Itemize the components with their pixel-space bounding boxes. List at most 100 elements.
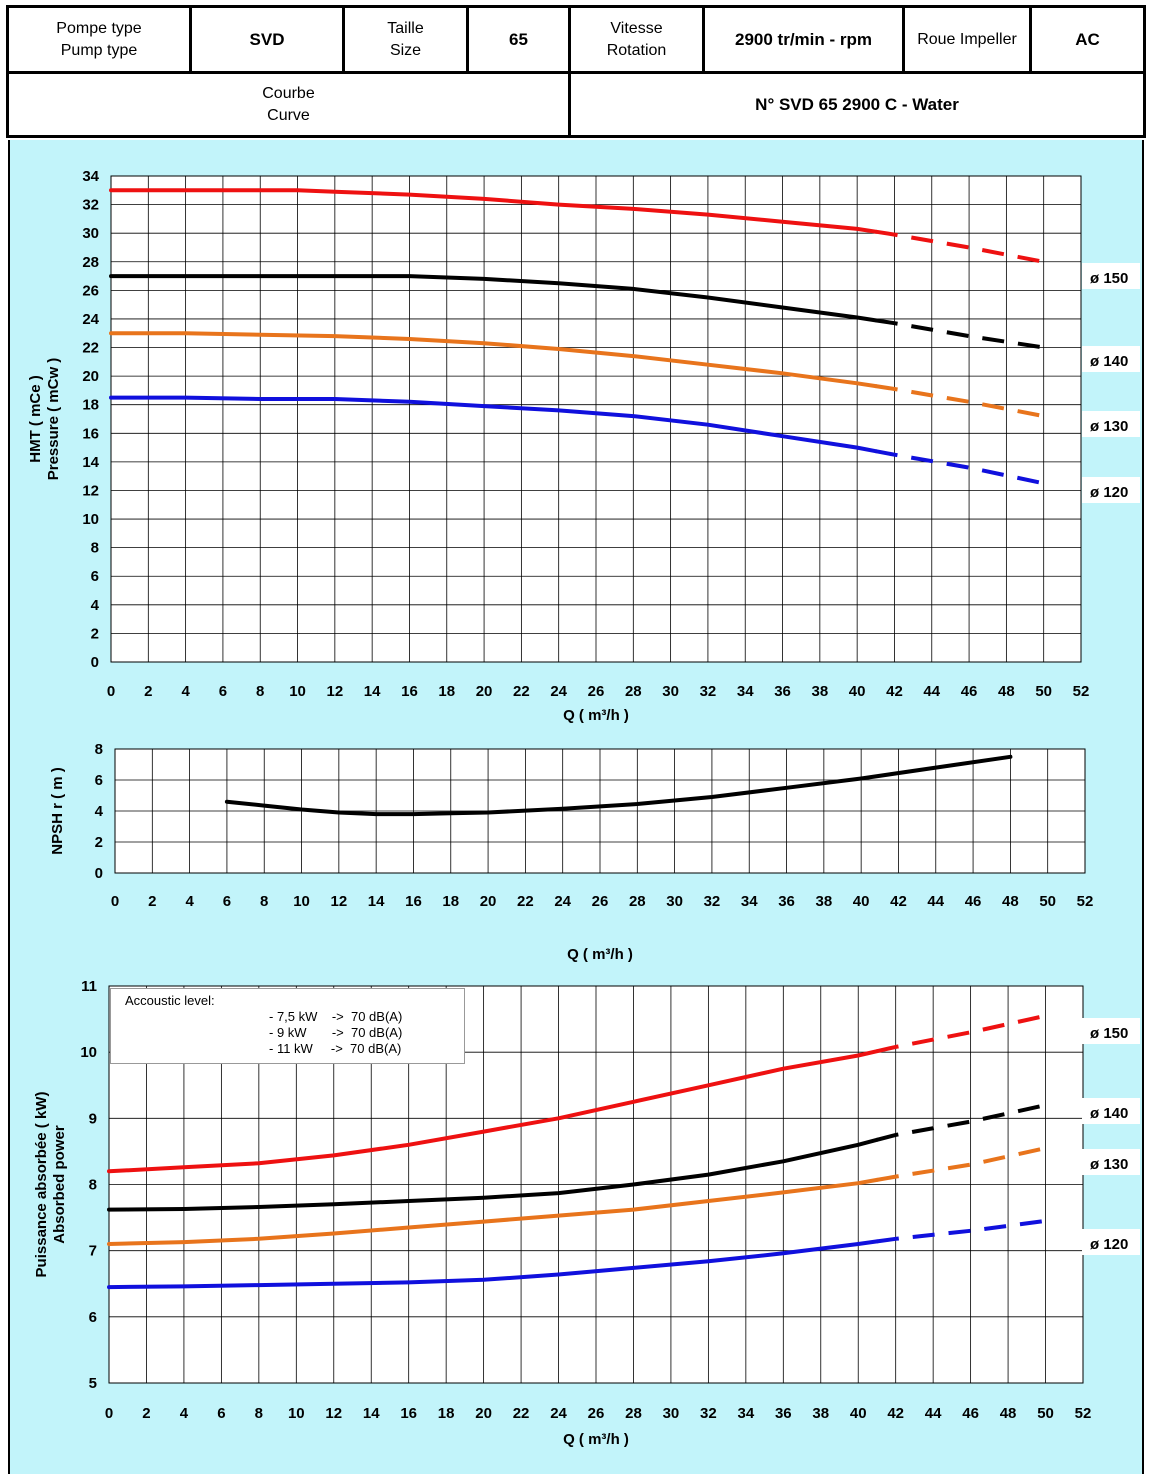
x-tick-label: 22 <box>517 893 534 910</box>
x-tick-label: 52 <box>1077 893 1094 910</box>
x-tick-label: 38 <box>812 1405 829 1422</box>
x-tick-label: 30 <box>662 683 679 700</box>
series-label: ø 140 <box>1090 353 1128 370</box>
y-tick-label: 14 <box>82 454 99 471</box>
acoustic-note-line: - 11 kW -> 70 dB(A) <box>269 1041 402 1056</box>
x-tick-label: 16 <box>405 893 422 910</box>
pump-type-value: SVD <box>192 8 345 71</box>
x-tick-label: 16 <box>400 1405 417 1422</box>
acoustic-note-line: - 7,5 kW -> 70 dB(A) <box>269 1009 403 1024</box>
acoustic-note-line: - 9 kW -> 70 dB(A) <box>269 1025 403 1040</box>
x-tick-label: 48 <box>998 683 1015 700</box>
series-label-bg <box>1082 346 1140 372</box>
y-tick-label: 18 <box>82 397 99 414</box>
pump-type-label: Pompe type Pump type <box>9 8 192 71</box>
x-tick-label: 12 <box>331 893 348 910</box>
x-tick-label: 14 <box>368 893 385 910</box>
x-tick-label: 18 <box>438 1405 455 1422</box>
y-axis-label: Pressure ( mCw ) <box>45 358 62 481</box>
x-tick-label: 30 <box>666 893 683 910</box>
x-tick-label: 44 <box>925 1405 942 1422</box>
x-tick-label: 10 <box>293 893 310 910</box>
x-tick-label: 0 <box>111 893 119 910</box>
x-tick-label: 26 <box>588 683 605 700</box>
x-tick-label: 18 <box>438 683 455 700</box>
x-tick-label: 32 <box>700 1405 717 1422</box>
y-tick-label: 6 <box>91 568 99 585</box>
x-tick-label: 40 <box>850 1405 867 1422</box>
x-tick-label: 26 <box>588 1405 605 1422</box>
x-tick-label: 36 <box>775 1405 792 1422</box>
x-tick-label: 36 <box>778 893 795 910</box>
x-axis-label: Q ( m³/h ) <box>567 946 633 963</box>
size-value: 65 <box>469 8 571 71</box>
size-label: Taille Size <box>345 8 469 71</box>
x-tick-label: 0 <box>105 1405 113 1422</box>
series-line-120 <box>107 1239 879 1290</box>
y-tick-label: 4 <box>95 803 104 820</box>
acoustic-level-note: Accoustic level: - 7,5 kW -> 70 dB(A) - … <box>110 988 465 1064</box>
x-tick-label: 2 <box>144 683 152 700</box>
y-tick-label: 16 <box>82 425 99 442</box>
series-label-bg <box>1082 1098 1140 1124</box>
y-tick-label: 28 <box>82 254 99 271</box>
x-tick-label: 42 <box>887 1405 904 1422</box>
x-tick-label: 38 <box>812 683 829 700</box>
series-label-bg <box>1082 1018 1140 1044</box>
series-line-120 <box>109 395 878 454</box>
y-tick-label: 32 <box>82 197 99 214</box>
y-tick-label: 6 <box>89 1309 97 1326</box>
y-tick-label: 11 <box>81 978 97 995</box>
x-tick-label: 20 <box>476 683 493 700</box>
y-tick-label: 4 <box>91 597 100 614</box>
y-tick-label: 8 <box>91 540 99 557</box>
x-tick-label: 4 <box>185 893 194 910</box>
chart-1: 0 2 4 6 8 10 12 14 16 18 20 22 24 26 28 30 32 34 36 38 40 42 4… <box>27 168 1140 724</box>
x-tick-label: 16 <box>401 683 418 700</box>
x-tick-label: 34 <box>741 893 758 910</box>
x-tick-label: 2 <box>148 893 156 910</box>
x-tick-label: 20 <box>475 1405 492 1422</box>
rotation-value: 2900 tr/min - rpm <box>705 8 905 71</box>
x-tick-label: 48 <box>1000 1405 1017 1422</box>
impeller-value: AC <box>1075 29 1100 49</box>
series-line-extrapolated <box>876 1013 1046 1054</box>
x-tick-label: 12 <box>325 1405 342 1422</box>
x-tick-label: 48 <box>1002 893 1019 910</box>
x-tick-label: 32 <box>700 683 717 700</box>
x-tick-label: 12 <box>327 683 344 700</box>
x-tick-label: 32 <box>704 893 721 910</box>
x-tick-label: 22 <box>513 1405 530 1422</box>
header-row-2: Courbe Curve N° SVD 65 2900 C - Water <box>9 74 1143 135</box>
y-tick-label: 2 <box>91 625 99 642</box>
curve-value: N° SVD 65 2900 C - Water <box>755 94 959 114</box>
x-tick-label: 46 <box>965 893 982 910</box>
series-line-extrapolated <box>875 449 1045 486</box>
x-tick-label: 26 <box>592 893 609 910</box>
x-tick-label: 28 <box>629 893 646 910</box>
x-tick-label: 30 <box>663 1405 680 1422</box>
x-tick-label: 0 <box>107 683 115 700</box>
x-tick-label: 28 <box>625 1405 642 1422</box>
x-tick-label: 18 <box>442 893 459 910</box>
series-label: ø 120 <box>1090 1236 1128 1253</box>
y-tick-label: 0 <box>95 865 103 882</box>
x-tick-label: 4 <box>180 1405 189 1422</box>
x-tick-label: 10 <box>288 1405 305 1422</box>
x-tick-label: 40 <box>849 683 866 700</box>
series-label-bg <box>1082 1229 1140 1255</box>
x-tick-label: 8 <box>260 893 268 910</box>
x-tick-label: 38 <box>816 893 833 910</box>
x-tick-label: 42 <box>890 893 907 910</box>
series-label-bg <box>1082 1149 1140 1175</box>
x-tick-label: 52 <box>1073 683 1090 700</box>
series-line-npsh <box>224 754 1013 817</box>
series-label: ø 150 <box>1090 270 1128 287</box>
y-tick-label: 5 <box>89 1375 97 1392</box>
x-tick-label: 4 <box>181 683 190 700</box>
series-line-130 <box>109 331 878 389</box>
y-axis-label: Puissance absorbée ( kW) <box>33 1092 50 1278</box>
x-tick-label: 6 <box>219 683 227 700</box>
acoustic-note-title: Accoustic level: <box>125 993 215 1008</box>
impeller-label: Roue Impeller <box>905 8 1032 71</box>
